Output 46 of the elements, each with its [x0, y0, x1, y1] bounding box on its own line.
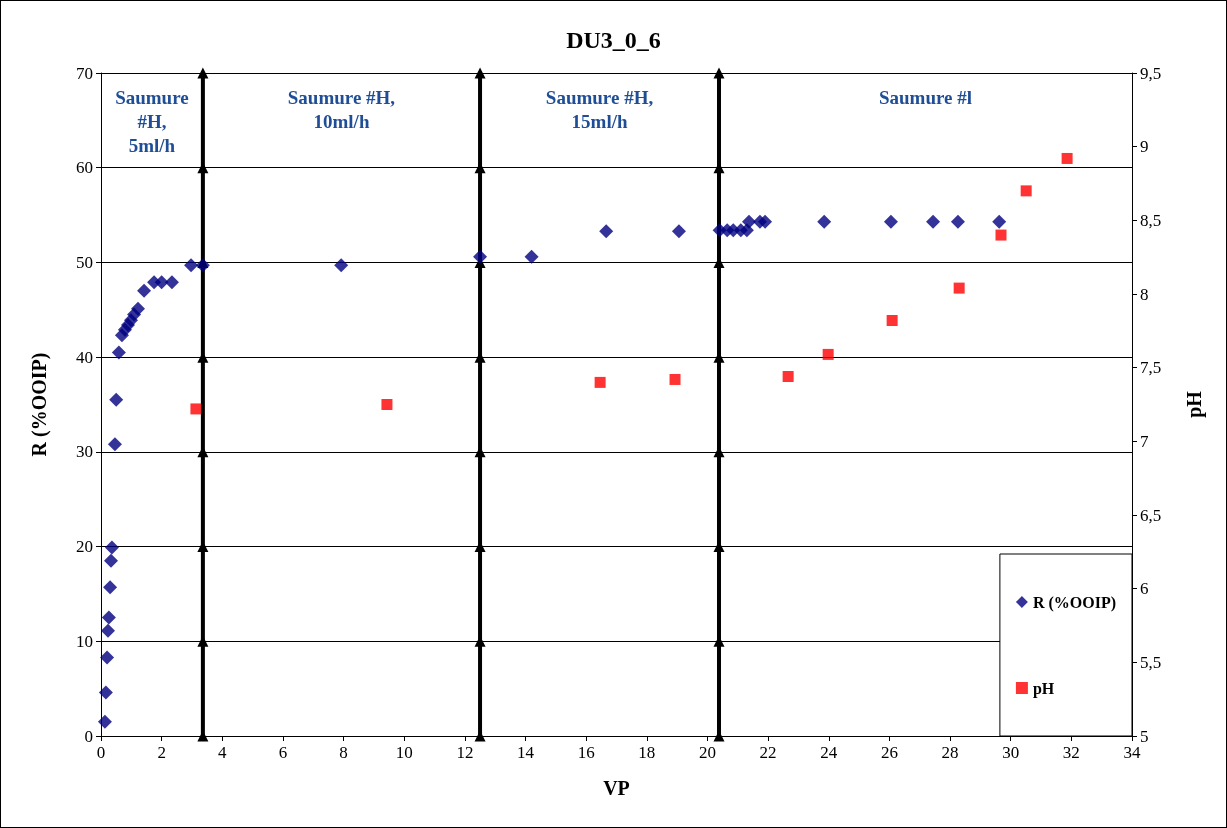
x-tick-label: 30 — [1002, 743, 1020, 762]
y2-tick-label: 7,5 — [1140, 358, 1162, 378]
annotation: Saumure #H, 5ml/h — [115, 86, 189, 156]
y2-tick-label: 9 — [1140, 137, 1149, 157]
x-tick-label: 18 — [638, 743, 656, 762]
annotation: Saumure #H, 15ml/h — [545, 86, 654, 132]
annotation: Saumure #H, 10ml/h — [287, 86, 396, 132]
x-axis-title: VP — [603, 777, 630, 799]
x-tick-label: 0 — [96, 743, 106, 762]
legend-label: R (%OOIP) — [1032, 593, 1117, 612]
y2-tick-label: 5,5 — [1140, 652, 1162, 672]
y2-tick-label: 9,5 — [1140, 63, 1162, 83]
y-tick-label: 20 — [76, 537, 93, 557]
x-tick-label: 10 — [395, 743, 413, 762]
y-tick-label: 40 — [76, 347, 93, 367]
y-tick-label: 60 — [76, 158, 93, 178]
y-tick-label: 30 — [76, 442, 93, 462]
x-tick-label: 12 — [456, 743, 474, 762]
y2-tick-label: 8 — [1140, 284, 1149, 304]
y2-tick-label: 8,5 — [1140, 210, 1162, 230]
y2-axis-title: pH — [1183, 390, 1206, 418]
x-tick-label: 14 — [517, 743, 535, 762]
legend-label: pH — [1032, 679, 1055, 698]
y-tick-label: 10 — [76, 631, 93, 651]
y-axis-title: R (%OOIP) — [28, 352, 51, 457]
x-tick-label: 20 — [698, 743, 716, 762]
x-tick-label: 32 — [1062, 743, 1080, 762]
x-tick-label: 26 — [880, 743, 898, 762]
x-tick-label: 4 — [218, 743, 228, 762]
x-tick-label: 24 — [820, 743, 838, 762]
y2-tick-label: 6 — [1140, 579, 1149, 599]
annotation: Saumure #l — [878, 86, 973, 108]
chart-title: DU3_0_6 — [566, 27, 661, 53]
x-tick-label: 28 — [941, 743, 959, 762]
y2-tick-label: 6,5 — [1140, 505, 1162, 525]
y-tick-label: 50 — [76, 252, 93, 272]
x-tick-label: 8 — [339, 743, 348, 762]
x-tick-label: 34 — [1123, 743, 1141, 762]
y2-tick-label: 5 — [1140, 726, 1149, 746]
x-tick-label: 6 — [278, 743, 288, 762]
x-tick-label: 16 — [577, 743, 595, 762]
y2-tick-label: 7 — [1140, 431, 1149, 451]
x-tick-label: 2 — [157, 743, 166, 762]
y-tick-label: 70 — [76, 63, 93, 83]
x-tick-label: 22 — [759, 743, 777, 762]
y-tick-label: 0 — [84, 726, 93, 746]
